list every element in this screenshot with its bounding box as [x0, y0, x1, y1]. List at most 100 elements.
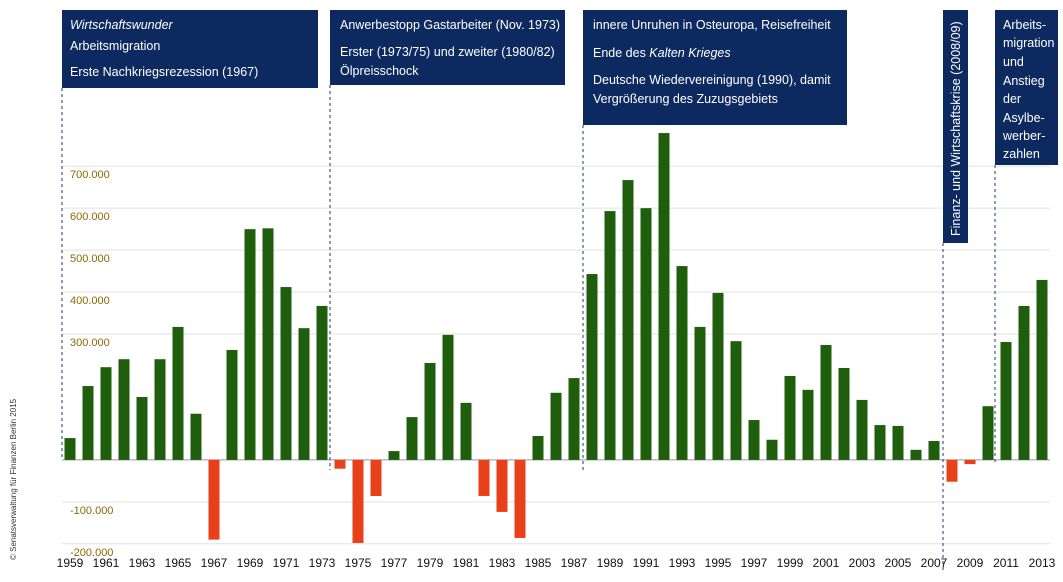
bar [622, 180, 634, 460]
x-tick-label: 1961 [93, 556, 120, 570]
bar [514, 459, 526, 538]
bar [226, 349, 238, 460]
annotation-text: Wirtschaftswunder [70, 18, 174, 32]
annotation-text: Erste Nachkriegsrezession (1967) [70, 65, 258, 79]
x-tick-label: 2013 [1029, 556, 1056, 570]
bar [370, 459, 382, 496]
x-tick-label: 1969 [237, 556, 264, 570]
annotation-box [330, 10, 565, 85]
x-tick-label: 1991 [633, 556, 660, 570]
x-tick-label: 1963 [129, 556, 156, 570]
annotation-text: migration [1003, 36, 1054, 50]
bar [928, 441, 940, 460]
bar [784, 375, 796, 460]
x-tick-label: 1981 [453, 556, 480, 570]
bar [676, 266, 688, 460]
bar [442, 334, 454, 460]
bar [766, 439, 778, 460]
plot: -200.000 -100.000 300.000 400.000 500.000 600… [57, 133, 1056, 570]
annotation-text: Vergrößerung des Zuzugsgebiets [593, 92, 778, 106]
bar [478, 459, 490, 496]
annotation-box [583, 10, 847, 125]
bar [892, 425, 904, 460]
bar [82, 386, 94, 460]
x-tick-label: 1975 [345, 556, 372, 570]
annotation-text: werber- [1002, 129, 1045, 143]
bar [172, 326, 184, 460]
x-tick-label: 1971 [273, 556, 300, 570]
x-tick-label: 1977 [381, 556, 408, 570]
bar [100, 367, 112, 460]
y-tick-label: 500.000 [70, 253, 110, 265]
annotation-text: Erster (1973/75) und zweiter (1980/82) [340, 45, 555, 59]
y-tick-label: 600.000 [70, 211, 110, 223]
bar [118, 359, 130, 460]
bar [946, 459, 958, 482]
annotation-text: Asylbe- [1003, 111, 1045, 125]
bar [262, 228, 274, 460]
y-tick-label: 400.000 [70, 295, 110, 307]
bar [1036, 279, 1048, 460]
bar [190, 413, 202, 460]
bar [280, 287, 292, 460]
x-tick-label: 1989 [597, 556, 624, 570]
x-tick-label: 1997 [741, 556, 768, 570]
bar [406, 417, 418, 460]
bar [658, 133, 670, 460]
x-tick-label: 2005 [885, 556, 912, 570]
bar [964, 459, 976, 465]
annotation-text: Anstieg [1003, 74, 1045, 88]
annotation-text: der [1003, 92, 1021, 106]
annotation-text: Arbeitsmigration [70, 39, 160, 53]
x-tick-label: 2001 [813, 556, 840, 570]
bar [874, 425, 886, 460]
x-tick-label: 1959 [57, 556, 84, 570]
x-tick-label: 2003 [849, 556, 876, 570]
bar [730, 341, 742, 460]
bar [298, 328, 310, 460]
annotation-text: und [1003, 55, 1024, 69]
bar [1000, 342, 1012, 460]
bar [388, 451, 400, 460]
annotation-text: Kalten Krieges [649, 46, 730, 60]
annotation-box [943, 10, 968, 243]
bar [856, 399, 868, 460]
bar [694, 326, 706, 460]
y-tick-label: -200.000 [70, 547, 113, 559]
y-tick-label: 300.000 [70, 337, 110, 349]
credit: © Senatsverwaltung für Finanzen Berlin 2… [9, 398, 18, 560]
annotation-text: Deutsche Wiedervereinigung (1990), damit [593, 73, 831, 87]
bar [244, 229, 256, 460]
bar [586, 274, 598, 460]
bar [982, 406, 994, 460]
x-tick-label: 1973 [309, 556, 336, 570]
x-tick-label: 1979 [417, 556, 444, 570]
annotation-text: Anwerbestopp Gastarbeiter (Nov. 1973) [340, 18, 560, 32]
bar [838, 368, 850, 460]
bar [640, 208, 652, 460]
bar [334, 459, 346, 469]
x-tick-label: 1965 [165, 556, 192, 570]
bar [352, 459, 364, 543]
bar [568, 378, 580, 460]
x-tick-label: 1995 [705, 556, 732, 570]
bar [136, 396, 148, 460]
bar [424, 362, 436, 460]
bar [64, 438, 76, 460]
annotation-text: Finanz- und Wirtschaftskrise (2008/09) [949, 21, 963, 236]
y-tick-label: 700.000 [70, 169, 110, 181]
bar [1018, 305, 1030, 460]
x-tick-label: 1993 [669, 556, 696, 570]
x-tick-label: 1999 [777, 556, 804, 570]
bar [208, 459, 220, 540]
annotation-text: zahlen [1003, 147, 1040, 161]
x-tick-label: 2007 [921, 556, 948, 570]
bar [748, 420, 760, 460]
annotation-text: Arbeits- [1003, 18, 1046, 32]
bar [604, 211, 616, 460]
bar [550, 392, 562, 460]
bar [802, 389, 814, 460]
x-tick-label: 1985 [525, 556, 552, 570]
bar [154, 359, 166, 460]
